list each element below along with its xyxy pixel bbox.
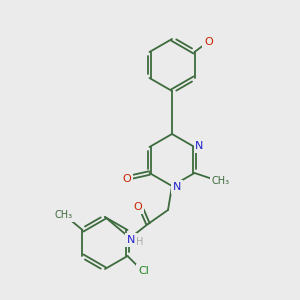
Text: N: N xyxy=(195,141,204,151)
Text: Cl: Cl xyxy=(138,266,149,276)
Text: O: O xyxy=(204,37,213,47)
Text: CH₃: CH₃ xyxy=(54,210,73,220)
Text: H: H xyxy=(136,237,144,247)
Text: CH₃: CH₃ xyxy=(212,176,230,186)
Text: N: N xyxy=(127,235,135,245)
Text: O: O xyxy=(122,174,131,184)
Text: N: N xyxy=(173,182,181,192)
Text: O: O xyxy=(134,202,142,212)
